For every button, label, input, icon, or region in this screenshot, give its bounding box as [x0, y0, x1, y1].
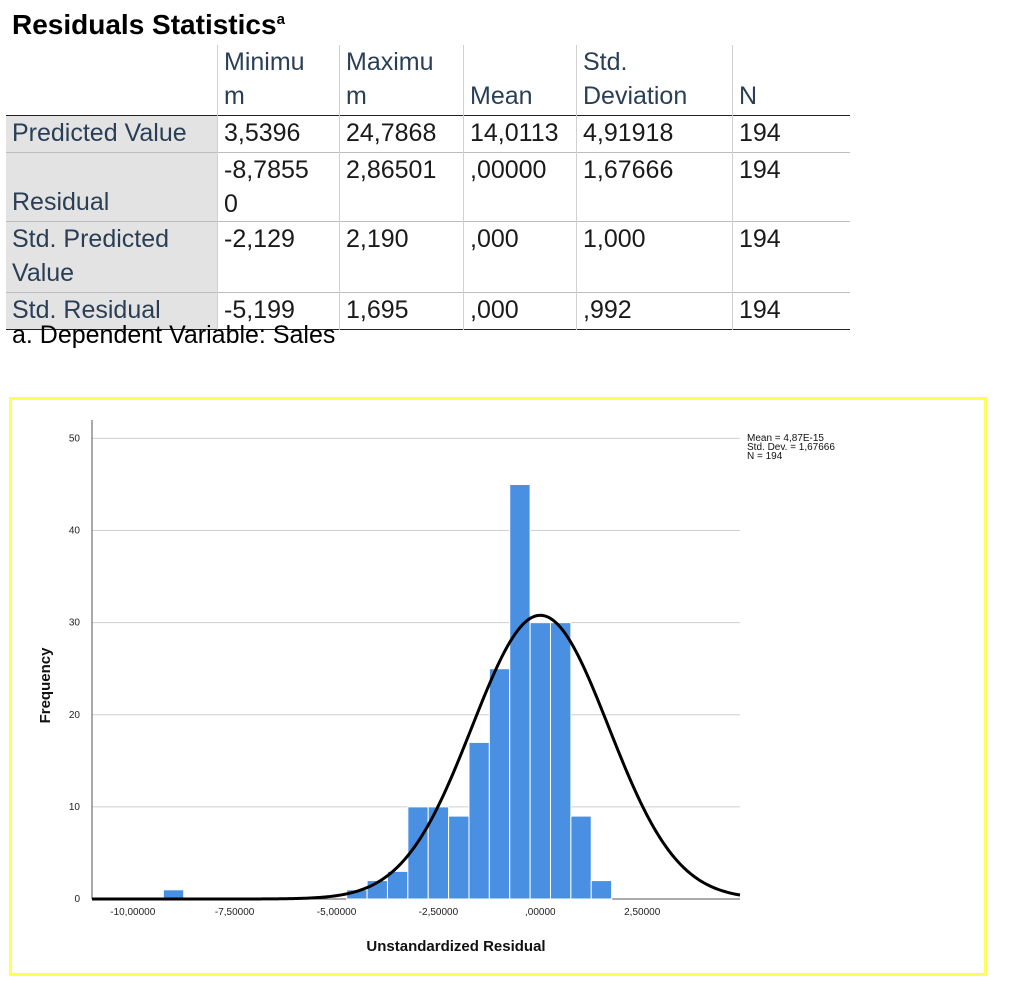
cell-mean: ,000: [463, 292, 577, 330]
y-tick-label: 30: [69, 618, 81, 629]
histogram-bar: [448, 815, 470, 900]
histogram-bar: [386, 870, 409, 900]
y-tick-label: 10: [69, 802, 81, 813]
header-n: N: [732, 45, 850, 116]
header-maximum: Maximu m: [339, 45, 464, 116]
x-tick-label: ,00000: [525, 907, 556, 918]
cell-mean: ,000: [463, 221, 577, 293]
histogram-bar: [468, 741, 490, 900]
histogram-bar: [590, 880, 613, 900]
y-tick-label: 0: [74, 894, 80, 905]
table-row: Residual -8,7855 0 2,86501 ,00000 1,67666…: [6, 152, 850, 222]
table-title: Residuals Statisticsa: [12, 9, 285, 40]
table-footnote: a. Dependent Variable: Sales: [12, 321, 336, 349]
row-label: Std. Residual: [6, 292, 218, 330]
cell-min: -5,199: [217, 292, 340, 330]
y-tick-label: 40: [69, 526, 81, 537]
cell-min: 3,5396: [217, 115, 340, 153]
histogram-bar: [549, 622, 572, 900]
x-tick-label: -7,50000: [215, 907, 255, 918]
cell-std: 4,91918: [576, 115, 733, 153]
cell-std: 1,67666: [576, 152, 733, 222]
table-row: Std. Predicted Value -2,129 2,190 ,000 1,…: [6, 221, 850, 293]
histogram-bar: [509, 483, 531, 900]
cell-std: 1,000: [576, 221, 733, 293]
x-tick-label: -2,50000: [419, 907, 459, 918]
cell-n: 194: [732, 292, 850, 330]
histogram-bar: [570, 815, 592, 900]
legend-line: N = 194: [747, 451, 783, 462]
cell-min: -8,7855 0: [217, 152, 340, 222]
x-axis-label: Unstandardized Residual: [366, 938, 545, 955]
histogram-bar: [488, 668, 511, 900]
legend-line: Std. Dev. = 1,67666: [747, 442, 835, 453]
cell-mean: 14,0113: [463, 115, 577, 153]
cell-max: 24,7868: [339, 115, 464, 153]
table-header-row: Minimu m Maximu m Mean Std. Deviation N: [6, 45, 850, 116]
cell-mean: ,00000: [463, 152, 577, 222]
header-corner: [6, 45, 218, 116]
cell-max: 2,190: [339, 221, 464, 293]
x-tick-label: 2,50000: [624, 907, 661, 918]
y-tick-label: 20: [69, 710, 81, 721]
header-mean: Mean: [463, 45, 577, 116]
cell-max: 2,86501: [339, 152, 464, 222]
row-label: Std. Predicted Value: [6, 221, 218, 293]
cell-max: 1,695: [339, 292, 464, 330]
cell-n: 194: [732, 115, 850, 153]
y-axis-label: Frequency: [37, 647, 54, 724]
header-minimum: Minimu m: [217, 45, 340, 116]
histogram-frame: 0 10 20 30 40 50 -10,00000 -7,50000 -5,00000 -2,5…: [9, 397, 987, 976]
cell-std: ,992: [576, 292, 733, 330]
histogram-chart: 0 10 20 30 40 50 -10,00000 -7,50000 -5,00000 -2,5…: [37, 420, 835, 955]
cell-n: 194: [732, 221, 850, 293]
cell-n: 194: [732, 152, 850, 222]
row-label: Predicted Value: [6, 115, 218, 153]
residuals-statistics-table: Minimu m Maximu m Mean Std. Deviation N Pre…: [6, 45, 850, 330]
x-tick-label: -10,00000: [110, 907, 155, 918]
title-footnote-marker: a: [276, 11, 285, 28]
legend-line: Mean = 4,87E-15: [747, 433, 824, 444]
y-tick-label: 50: [69, 433, 81, 444]
normal-curve-line: [92, 613, 741, 901]
table-row: Std. Residual -5,199 1,695 ,000 ,992 194: [6, 292, 850, 330]
cell-min: -2,129: [217, 221, 340, 293]
histogram-bar: [529, 622, 551, 900]
row-label: Residual: [6, 152, 218, 222]
table-row: Predicted Value 3,5396 24,7868 14,0113 4…: [6, 115, 850, 153]
header-std-deviation: Std. Deviation: [576, 45, 733, 116]
x-tick-label: -5,00000: [317, 907, 357, 918]
